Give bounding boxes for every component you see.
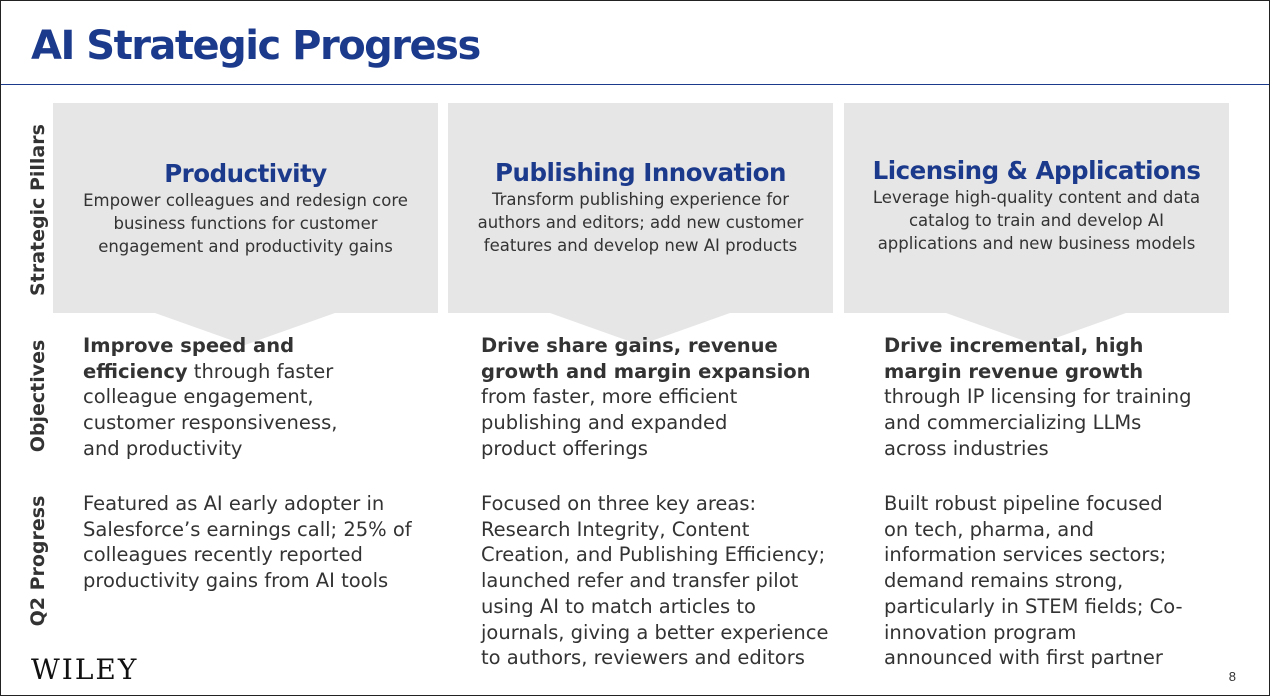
objective-bold-text: Drive share gains, revenue: [481, 334, 778, 357]
pillar-desc-line: features and develop new AI products: [483, 236, 798, 255]
objective-text: and commercializing LLMs: [884, 411, 1142, 435]
objective-text: across industries: [884, 436, 1049, 460]
objective-text: publishing and expanded: [481, 411, 728, 435]
progress-line: on tech, pharma, and: [884, 517, 1094, 541]
pillar-title: Publishing Innovation: [495, 158, 786, 187]
objective-line: Improve speed and: [83, 333, 337, 359]
pillar-pointer: [946, 313, 1126, 345]
objective-line: from faster, more efficient: [481, 384, 811, 410]
pillar-productivity: Productivity Empower colleagues and rede…: [53, 103, 438, 313]
objective-line: publishing and expanded: [481, 410, 811, 436]
pillar-pointer: [550, 313, 730, 345]
progress-licensing: Built robust pipeline focused on tech, p…: [884, 491, 1183, 671]
objective-licensing: Drive incremental, high margin revenue g…: [884, 333, 1192, 462]
progress-line: Salesforce’s earnings call; 25% of: [83, 517, 412, 541]
progress-line: announced with first partner: [884, 646, 1163, 670]
objective-line: customer responsiveness,: [83, 410, 337, 436]
pillar-desc-line: business functions for customer: [113, 214, 378, 233]
objective-line: colleague engagement,: [83, 384, 337, 410]
objective-line: and productivity: [83, 436, 337, 462]
objective-text: through faster: [187, 359, 334, 383]
objective-publishing: Drive share gains, revenue growth and ma…: [481, 333, 811, 462]
pillar-desc-line: Empower colleagues and redesign core: [83, 191, 408, 210]
objective-line: Drive incremental, high: [884, 333, 1192, 359]
pillar-desc-line: authors and editors; add new customer: [477, 213, 804, 232]
pillar-desc-line: engagement and productivity gains: [98, 237, 393, 256]
pillar-pointer: [155, 313, 335, 345]
objective-text: and productivity: [83, 436, 243, 460]
objective-text: colleague engagement,: [83, 385, 314, 409]
row-label-progress: Q2 Progress: [27, 495, 49, 627]
pillar-title: Licensing & Applications: [872, 156, 1201, 185]
progress-line: demand remains strong,: [884, 569, 1124, 593]
row-label-pillars: Strategic Pillars: [27, 124, 49, 296]
objective-line: growth and margin expansion: [481, 359, 811, 385]
wiley-logo: WILEY: [31, 653, 139, 686]
objective-bold-text: efficiency: [83, 359, 188, 383]
progress-line: Built robust pipeline focused: [884, 492, 1163, 515]
row-label-objectives: Objectives: [27, 339, 49, 453]
objective-line: Drive share gains, revenue: [481, 333, 811, 359]
objective-line: across industries: [884, 436, 1192, 462]
pillar-description: Empower colleagues and redesign core bus…: [61, 189, 430, 258]
pillar-desc-line: Leverage high-quality content and data: [872, 188, 1201, 207]
progress-line: productivity gains from AI tools: [83, 569, 389, 593]
progress-line: particularly in STEM fields; Co-: [884, 594, 1183, 618]
pillar-desc-line: Transform publishing experience for: [491, 190, 790, 209]
objective-text: customer responsiveness,: [83, 411, 338, 435]
progress-line: colleagues recently reported: [83, 543, 363, 567]
title-rule: [1, 84, 1269, 85]
objective-line: through IP licensing for training: [884, 384, 1192, 410]
progress-line: Featured as AI early adopter in: [83, 492, 385, 515]
objective-bold-text: Improve speed and: [83, 334, 295, 357]
pillar-description: Transform publishing experience for auth…: [456, 188, 825, 257]
pillar-description: Leverage high-quality content and data c…: [852, 186, 1221, 255]
progress-line: Focused on three key areas:: [481, 492, 757, 515]
page-number: 8: [1228, 669, 1236, 684]
progress-publishing: Focused on three key areas: Research Int…: [481, 491, 828, 671]
objective-text: through IP licensing for training: [884, 385, 1192, 409]
progress-productivity: Featured as AI early adopter in Salesfor…: [83, 491, 412, 594]
progress-line: innovation program: [884, 620, 1077, 644]
objective-bold-text: margin revenue growth: [884, 359, 1144, 383]
progress-line: using AI to match articles to: [481, 594, 756, 618]
progress-line: journals, giving a better experience: [481, 620, 829, 644]
progress-line: to authors, reviewers and editors: [481, 646, 805, 670]
objective-line: efficiency through faster: [83, 359, 337, 385]
objective-productivity: Improve speed and efficiency through fas…: [83, 333, 337, 462]
objective-text: from faster, more efficient: [481, 385, 738, 409]
progress-line: Research Integrity, Content: [481, 517, 750, 541]
progress-line: Creation, and Publishing Efficiency;: [481, 543, 826, 567]
objective-line: margin revenue growth: [884, 359, 1192, 385]
page-title: AI Strategic Progress: [31, 23, 481, 69]
objective-bold-text: Drive incremental, high: [884, 334, 1144, 357]
objective-text: product offerings: [481, 436, 648, 460]
pillar-licensing-applications: Licensing & Applications Leverage high-q…: [844, 103, 1229, 313]
pillar-title: Productivity: [164, 159, 327, 188]
objective-line: product offerings: [481, 436, 811, 462]
pillar-desc-line: catalog to train and develop AI: [908, 211, 1164, 230]
pillar-publishing-innovation: Publishing Innovation Transform publishi…: [448, 103, 833, 313]
progress-line: launched refer and transfer pilot: [481, 569, 799, 593]
objective-bold-text: growth and margin expansion: [481, 359, 811, 383]
objective-line: and commercializing LLMs: [884, 410, 1192, 436]
progress-line: information services sectors;: [884, 543, 1167, 567]
pillar-desc-line: applications and new business models: [877, 234, 1196, 253]
